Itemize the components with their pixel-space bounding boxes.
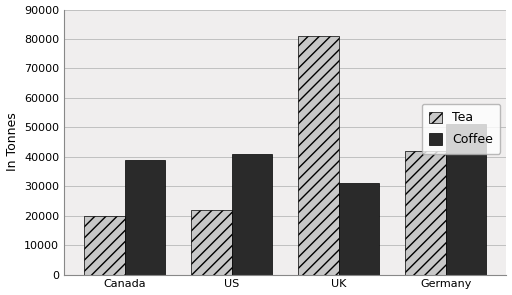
Bar [446,124,486,275]
Y-axis label: In Tonnes: In Tonnes [6,113,18,171]
Bar [84,216,125,275]
Bar [191,210,232,275]
Bar [125,160,165,275]
Bar [298,36,339,275]
Bar [232,154,272,275]
Bar [405,151,446,275]
Bar [339,183,379,275]
Legend: Tea, Coffee: Tea, Coffee [422,104,500,154]
